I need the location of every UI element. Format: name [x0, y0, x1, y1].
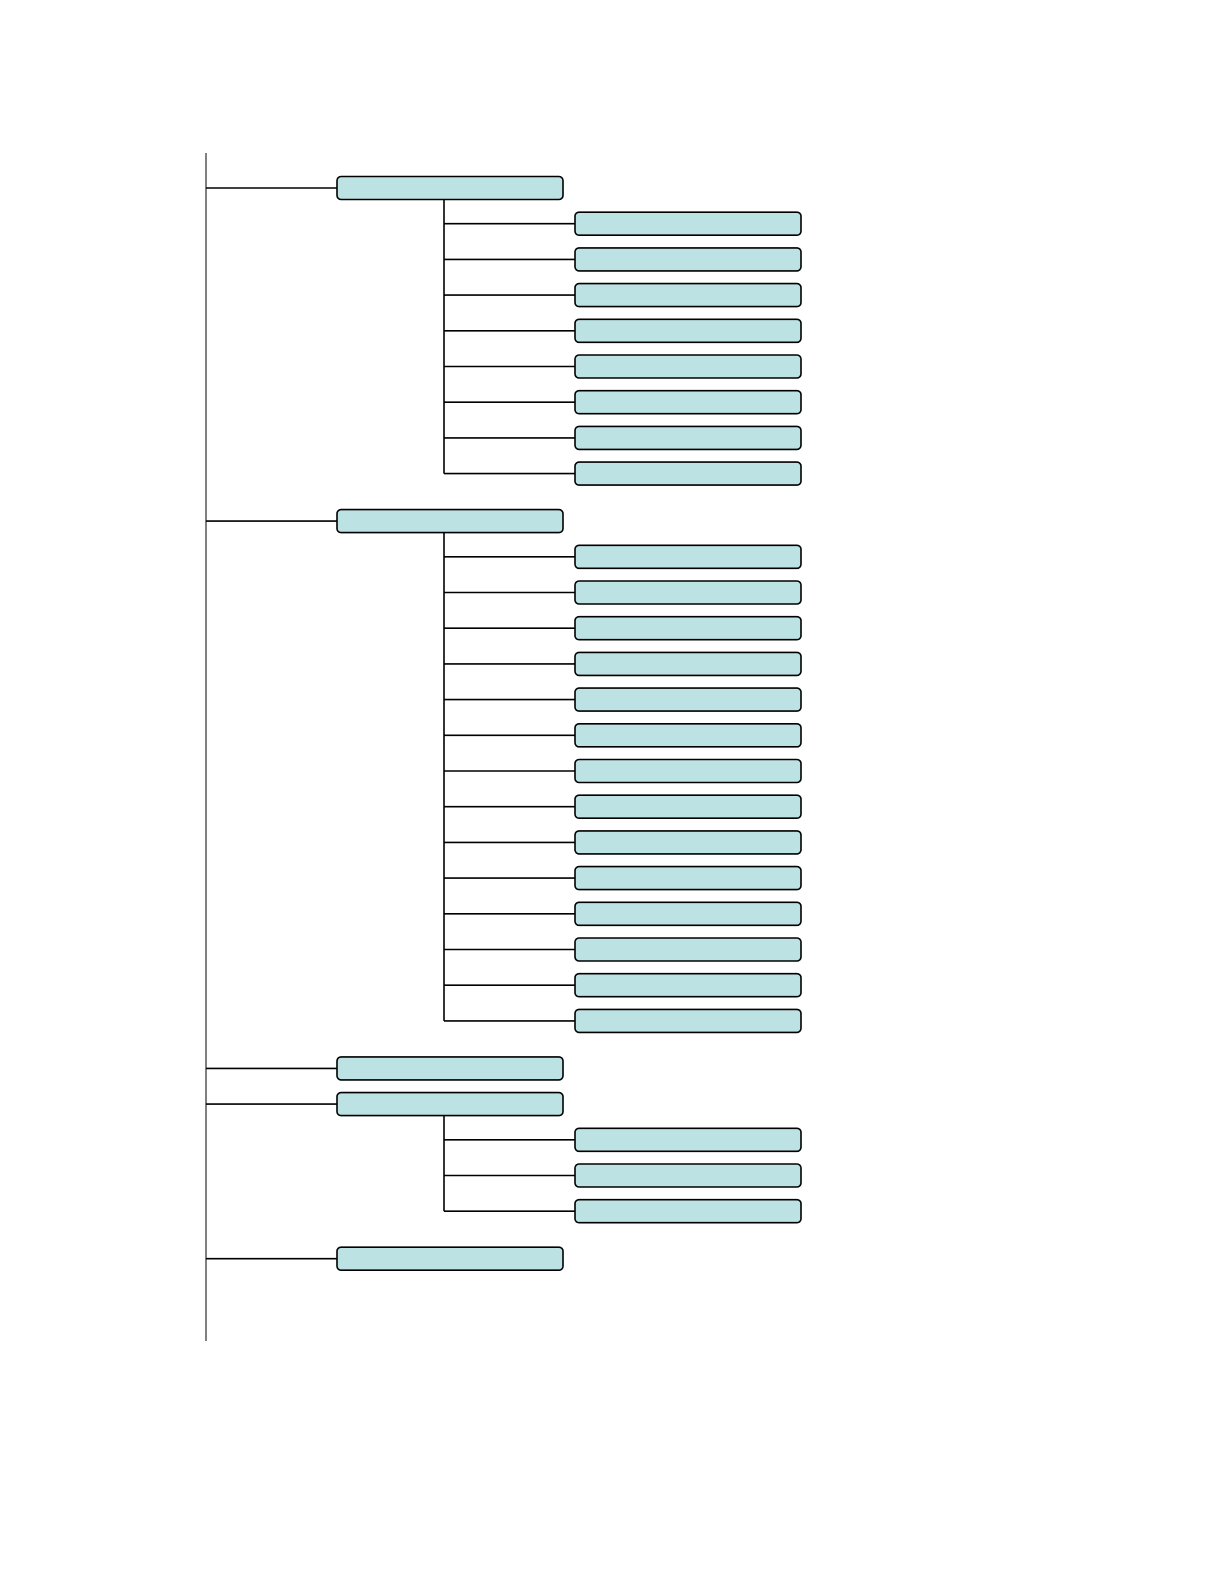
- level2-node-box: [574, 1198, 802, 1224]
- level2-node-box: [574, 461, 802, 486]
- level2-node-box: [574, 247, 802, 272]
- level1-node-box: [336, 1091, 564, 1117]
- level2-node-box: [574, 794, 802, 820]
- level2-node-box: [574, 425, 802, 451]
- level2-node-box: [574, 830, 802, 855]
- level2-node-box: [574, 615, 802, 641]
- level2-node-box: [574, 318, 802, 344]
- level2-node-box: [574, 282, 802, 308]
- level2-node-box: [574, 389, 802, 415]
- level2-node-box: [574, 687, 802, 712]
- level2-node-box: [574, 901, 802, 927]
- level2-node-box: [574, 1163, 802, 1188]
- level2-node-box: [574, 651, 802, 677]
- level2-node-box: [574, 972, 802, 998]
- level2-node-box: [574, 580, 802, 605]
- level2-node-box: [574, 211, 802, 236]
- level1-node-box: [336, 1246, 564, 1271]
- level1-node-box: [336, 508, 564, 534]
- level2-node-box: [574, 354, 802, 379]
- level2-node-box: [574, 937, 802, 962]
- level2-node-box: [574, 758, 802, 784]
- level2-node-box: [574, 865, 802, 891]
- level2-node-box: [574, 722, 802, 748]
- level2-node-box: [574, 1127, 802, 1153]
- level2-node-box: [574, 544, 802, 570]
- level2-node-box: [574, 1008, 802, 1034]
- level1-node-box: [336, 175, 564, 201]
- level1-node-box: [336, 1056, 564, 1081]
